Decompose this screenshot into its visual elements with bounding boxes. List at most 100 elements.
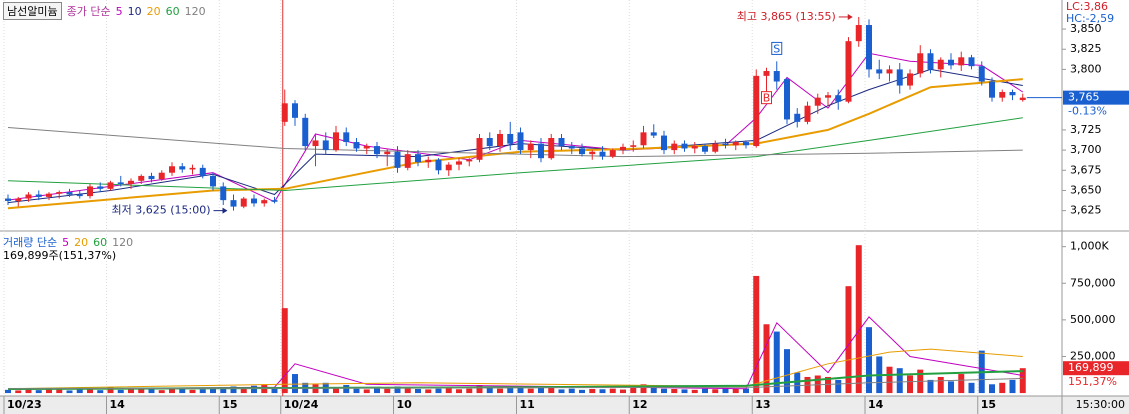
candle-body: [609, 150, 616, 157]
volume-bar: [87, 387, 93, 394]
ma-line: [7, 316, 1023, 390]
candle-body: [25, 194, 32, 199]
volume-bar: [650, 387, 657, 394]
volume-bar: [743, 388, 749, 394]
volume-bar: [527, 388, 534, 394]
candle-body: [527, 143, 534, 151]
candle-body: [845, 41, 852, 102]
volume-bar: [128, 388, 134, 394]
candle-body: [702, 146, 708, 152]
volume-tag-label: 169,899: [1068, 361, 1114, 374]
price-tag-label: 3,765: [1068, 91, 1100, 104]
candle-body: [138, 175, 145, 181]
volume-bar: [548, 387, 555, 394]
candle-body: [517, 132, 524, 151]
volume-summary: 169,899주(151,37%): [3, 249, 117, 262]
y-tick-label: 3,625: [1070, 204, 1102, 217]
volume-bar: [281, 308, 288, 394]
candle-body: [353, 142, 360, 149]
candle-body: [661, 135, 667, 151]
candle-body: [466, 159, 473, 162]
candle-body: [681, 143, 688, 149]
y-tick-label: 3,675: [1070, 163, 1102, 176]
volume-bar: [661, 388, 667, 394]
volume-bar: [497, 388, 503, 394]
candle-body: [671, 143, 678, 151]
x-tick-label: 13: [755, 398, 770, 411]
volume-bar: [1019, 368, 1026, 394]
candle-body: [486, 138, 493, 147]
volume-bar: [189, 389, 196, 394]
price-change: -0.13%: [1068, 105, 1107, 118]
legend-entry: 120: [112, 235, 134, 249]
volume-bar: [25, 389, 32, 394]
signal-label: S: [773, 42, 780, 55]
x-tick-label: 11: [520, 398, 535, 411]
stock-name[interactable]: 남선알미늄: [3, 2, 62, 20]
volume-bar: [579, 389, 585, 394]
candle-body: [886, 69, 893, 74]
x-end-label: 15:30:00: [1076, 398, 1125, 411]
candle-body: [240, 198, 247, 207]
volume-bar: [292, 374, 298, 394]
y-tick-label: 3,725: [1070, 123, 1102, 136]
candle-body: [958, 57, 965, 66]
candle-body: [630, 145, 637, 147]
candle-body: [558, 138, 565, 147]
candle-body: [620, 146, 626, 151]
candle-body: [927, 53, 934, 70]
volume-bar: [148, 389, 155, 394]
candle-body: [640, 132, 647, 146]
signal-marker: [771, 41, 783, 55]
volume-bar: [517, 386, 524, 394]
candle-body: [210, 175, 216, 187]
volume-bar: [343, 385, 350, 394]
candle-body: [251, 198, 257, 204]
volume-bar: [251, 385, 257, 394]
volume-bar: [989, 384, 995, 394]
candle-body: [384, 151, 391, 155]
candle-body: [896, 69, 903, 86]
volume-bar: [538, 387, 544, 394]
ma-line: [7, 52, 1024, 203]
candle-body: [691, 146, 698, 149]
y-tick-label: 3,850: [1070, 22, 1102, 35]
volume-bar: [845, 286, 852, 394]
ma-line: [7, 68, 1023, 204]
volume-bar: [415, 388, 421, 394]
candle-body: [343, 132, 350, 143]
volume-bar: [476, 385, 483, 394]
y-tick-label: 250,000: [1070, 349, 1116, 362]
volume-bar: [240, 388, 247, 394]
volume-bar: [589, 388, 596, 394]
annotation-arrowhead: [222, 207, 228, 214]
candle-body: [989, 81, 995, 98]
volume-bar: [435, 388, 442, 394]
y-tick-label: 1,000K: [1070, 240, 1109, 253]
volume-bar: [404, 387, 411, 394]
candle-body: [866, 25, 872, 70]
legend-entry: 120: [184, 4, 206, 18]
price-tag: [1063, 90, 1129, 105]
volume-bar: [712, 389, 719, 394]
legend-entry: 5: [115, 4, 123, 18]
volume-bar: [158, 390, 165, 394]
candle-body: [743, 142, 749, 146]
candle-body: [712, 143, 719, 152]
candle-body: [148, 175, 155, 180]
volume-bar: [814, 375, 821, 394]
candle-body: [435, 159, 442, 171]
candle-body: [15, 198, 22, 201]
y-tick-label: 3,650: [1070, 183, 1102, 196]
volume-bar: [210, 388, 216, 394]
annotation: 최저 3,625 (15:00): [111, 204, 210, 217]
candle-body: [445, 164, 452, 171]
volume-bar: [702, 388, 708, 394]
volume-bar: [1009, 379, 1016, 394]
candle-body: [199, 167, 206, 176]
volume-bar: [907, 375, 913, 394]
volume-bar: [948, 381, 954, 394]
candle-body: [456, 161, 462, 165]
volume-bar: [384, 388, 391, 394]
